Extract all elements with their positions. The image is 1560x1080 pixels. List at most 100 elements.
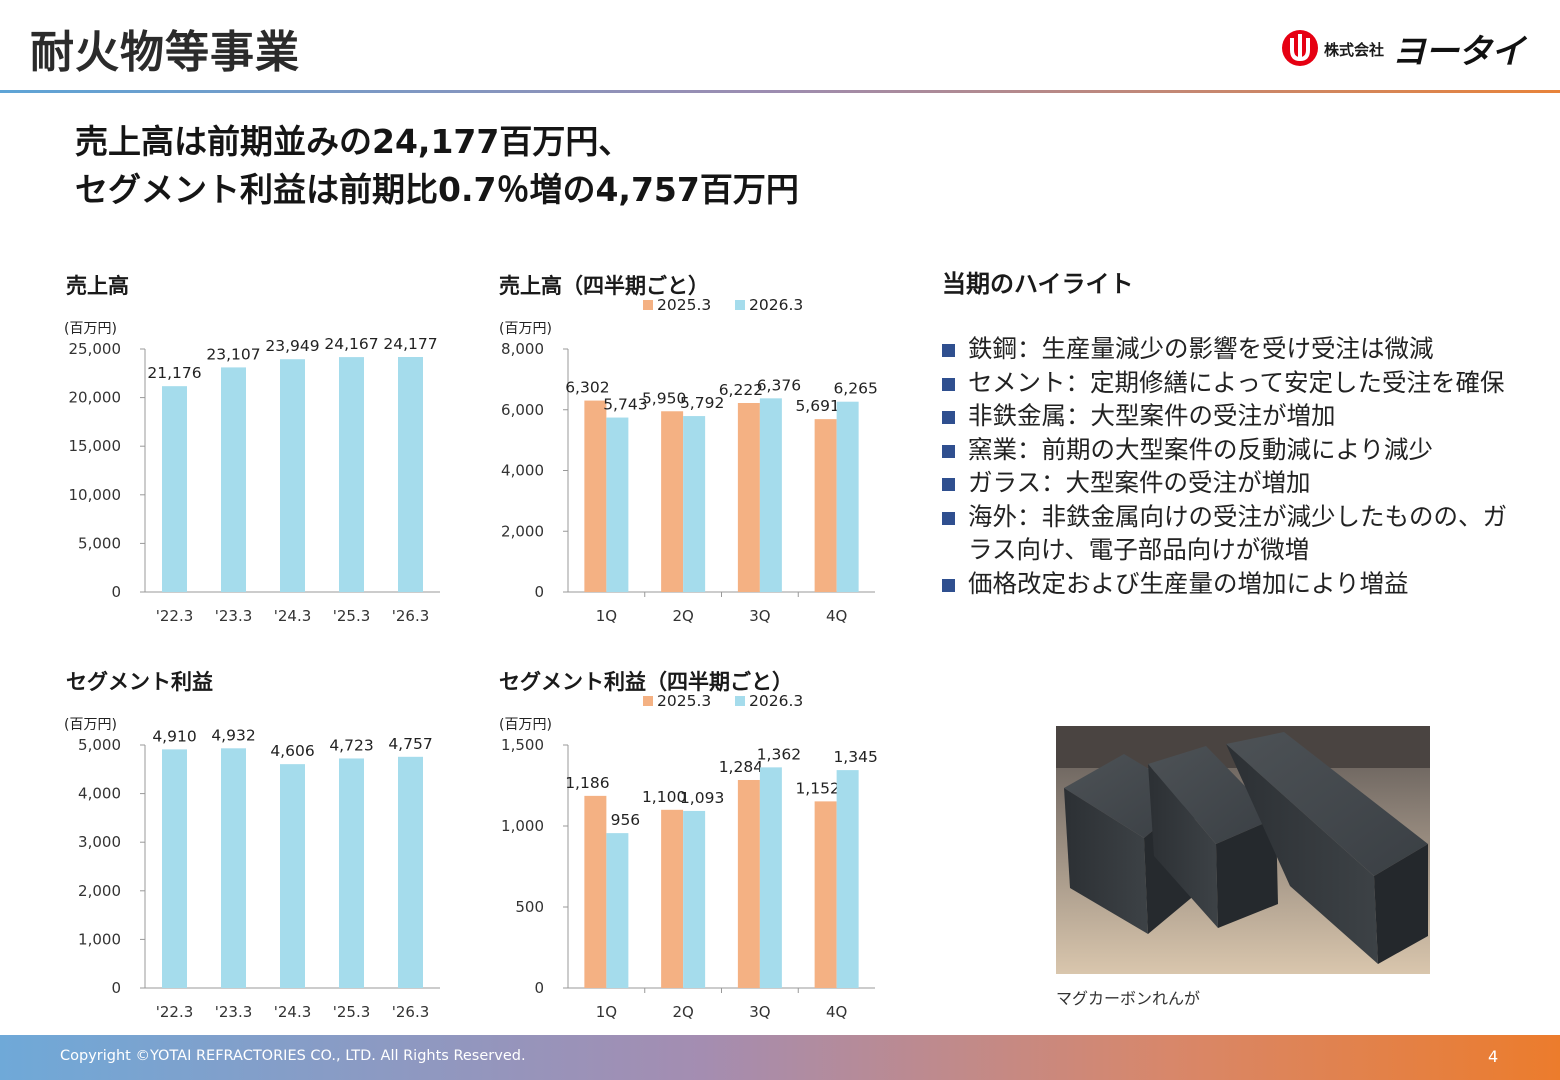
headline-line-1: 売上高は前期並みの24,177百万円、 (75, 122, 632, 161)
sales-annual-y-tick-label: 25,000 (69, 340, 122, 358)
sales-quarterly-bar (661, 411, 684, 592)
profit-quarterly-y-tick-label: 0 (534, 979, 544, 997)
profit-quarterly-x-tick-label: 3Q (749, 1003, 770, 1021)
profit-quarterly-data-label: 1,362 (757, 745, 801, 763)
sales-annual-data-label: 24,177 (383, 335, 437, 353)
profit-annual-x-tick-label: '23.3 (215, 1003, 253, 1021)
profit-annual-chart: (百万円) 0 1,000 2,000 3,000 4,000 5,000 '22.3 '23.… (64, 717, 440, 1021)
sales-annual-bar (398, 356, 423, 592)
sales-annual-x-tick-label: '22.3 (156, 607, 194, 625)
profit-quarterly-bar (836, 770, 859, 988)
profit-quarterly-x-tick-label: 4Q (826, 1003, 847, 1021)
profit-annual-data-label: 4,757 (388, 735, 432, 753)
headline-line-2: セグメント利益は前期比0.7％増の4,757百万円 (75, 170, 799, 209)
header: 耐火物等事業 株式会社 ヨータイ (0, 0, 1560, 96)
profit-quarterly-bar (606, 833, 629, 988)
sales-annual-x-tick-label: '24.3 (274, 607, 312, 625)
page-number: 4 (1488, 1047, 1499, 1066)
highlights-title: 当期のハイライト (942, 270, 1134, 298)
profit-quarterly-bar (584, 795, 607, 988)
profit-quarterly-bar (661, 809, 684, 988)
profit-quarterly-x-tick-label: 2Q (672, 1003, 693, 1021)
profit-annual-chart-title: セグメント利益 (66, 670, 213, 694)
profit-quarterly-data-label: 1,186 (565, 774, 609, 792)
highlight-item: 価格改定および生産量の増加により増益 (942, 567, 1522, 601)
sales-annual-y-tick-label: 10,000 (69, 486, 122, 504)
profit-annual-bar (162, 749, 187, 988)
sales-quarterly-bar (606, 417, 629, 592)
profit-quarterly-legend-label: 2026.3 (749, 692, 803, 710)
profit-annual-x-tick-label: '26.3 (392, 1003, 430, 1021)
highlight-item: 窯業：前期の大型案件の反動減により減少 (942, 433, 1522, 467)
profit-quarterly-data-label: 1,345 (833, 748, 877, 766)
profit-quarterly-legend-swatch (735, 696, 745, 706)
logo-name-text: ヨータイ (1392, 32, 1525, 72)
product-photo (1056, 726, 1430, 974)
sales-quarterly-data-label: 6,222 (719, 381, 763, 399)
sales-annual-x-tick-label: '23.3 (215, 607, 253, 625)
sales-annual-data-label: 24,167 (324, 335, 378, 353)
sales-annual-y-tick-label: 15,000 (69, 437, 122, 455)
sales-annual-y-tick-label: 20,000 (69, 389, 122, 407)
copyright-text: Copyright ©YOTAI REFRACTORIES CO., LTD. … (60, 1048, 526, 1064)
photo-caption: マグカーボンれんが (1056, 989, 1201, 1008)
profit-annual-data-label: 4,606 (270, 742, 314, 760)
profit-annual-bar (398, 756, 423, 988)
profit-quarterly-data-label: 1,100 (642, 788, 686, 806)
profit-annual-data-label: 4,910 (152, 727, 196, 745)
profit-annual-y-tick-label: 3,000 (78, 833, 121, 851)
profit-quarterly-y-tick-label: 1,500 (501, 736, 544, 754)
sales-quarterly-bar (814, 419, 837, 592)
profit-annual-y-tick-label: 5,000 (78, 736, 121, 754)
profit-quarterly-bar (759, 767, 782, 988)
sales-annual-bar (339, 357, 364, 592)
sales-quarterly-data-label: 6,376 (757, 376, 801, 394)
profit-quarterly-data-label: 1,152 (795, 779, 839, 797)
sales-annual-bar (221, 367, 246, 592)
sales-quarterly-legend-swatch (643, 300, 653, 310)
profit-annual-x-tick-label: '25.3 (333, 1003, 371, 1021)
sales-annual-y-tick-label: 5,000 (78, 534, 121, 552)
sales-quarterly-data-label: 5,950 (642, 389, 686, 407)
profit-annual-bar (339, 758, 364, 988)
sales-quarterly-data-label: 5,691 (795, 397, 839, 415)
sales-quarterly-legend-swatch (735, 300, 745, 310)
square-bullet-icon (942, 511, 955, 525)
profit-annual-y-tick-label: 0 (111, 979, 121, 997)
square-bullet-icon (942, 578, 955, 592)
sales-annual-data-label: 23,107 (206, 345, 260, 363)
sales-annual-x-tick-label: '26.3 (392, 607, 430, 625)
highlight-item: 鉄鋼：生産量減少の影響を受け受注は微減 (942, 332, 1522, 366)
sales-quarterly-legend-label: 2025.3 (657, 296, 711, 314)
sales-quarterly-chart-title: 売上高（四半期ごと） (499, 274, 709, 298)
sales-annual-data-label: 23,949 (265, 337, 319, 355)
profit-annual-y-tick-label: 2,000 (78, 882, 121, 900)
profit-quarterly-x-tick-label: 1Q (596, 1003, 617, 1021)
profit-quarterly-y-tick-label: 1,000 (501, 817, 544, 835)
profit-annual-y-tick-label: 1,000 (78, 930, 121, 948)
sales-quarterly-x-tick-label: 3Q (749, 607, 770, 625)
profit-annual-unit-label: (百万円) (64, 717, 117, 733)
sales-annual-unit-label: (百万円) (64, 321, 117, 337)
sales-quarterly-y-tick-label: 0 (534, 583, 544, 601)
sales-quarterly-data-label: 6,302 (565, 379, 609, 397)
profit-quarterly-chart-title: セグメント利益（四半期ごと） (499, 670, 793, 694)
company-logo-icon (1282, 30, 1318, 66)
profit-annual-x-tick-label: '22.3 (156, 1003, 194, 1021)
profit-quarterly-y-tick-label: 500 (515, 898, 544, 916)
footer: Copyright ©YOTAI REFRACTORIES CO., LTD. … (0, 1035, 1560, 1080)
highlight-item: セメント：定期修繕によって安定した受注を確保 (942, 366, 1522, 400)
sales-quarterly-y-tick-label: 4,000 (501, 462, 544, 480)
header-divider (0, 90, 1560, 93)
sales-quarterly-x-tick-label: 4Q (826, 607, 847, 625)
logo-company-text: 株式会社 (1324, 41, 1385, 59)
sales-annual-bar (280, 359, 305, 592)
profit-annual-x-tick-label: '24.3 (274, 1003, 312, 1021)
sales-quarterly-bar (683, 416, 706, 592)
profit-quarterly-legend-swatch (643, 696, 653, 706)
sales-quarterly-data-label: 5,743 (603, 396, 647, 414)
highlight-item: ガラス：大型案件の受注が増加 (942, 466, 1522, 500)
profit-annual-data-label: 4,932 (211, 726, 255, 744)
square-bullet-icon (942, 344, 955, 357)
